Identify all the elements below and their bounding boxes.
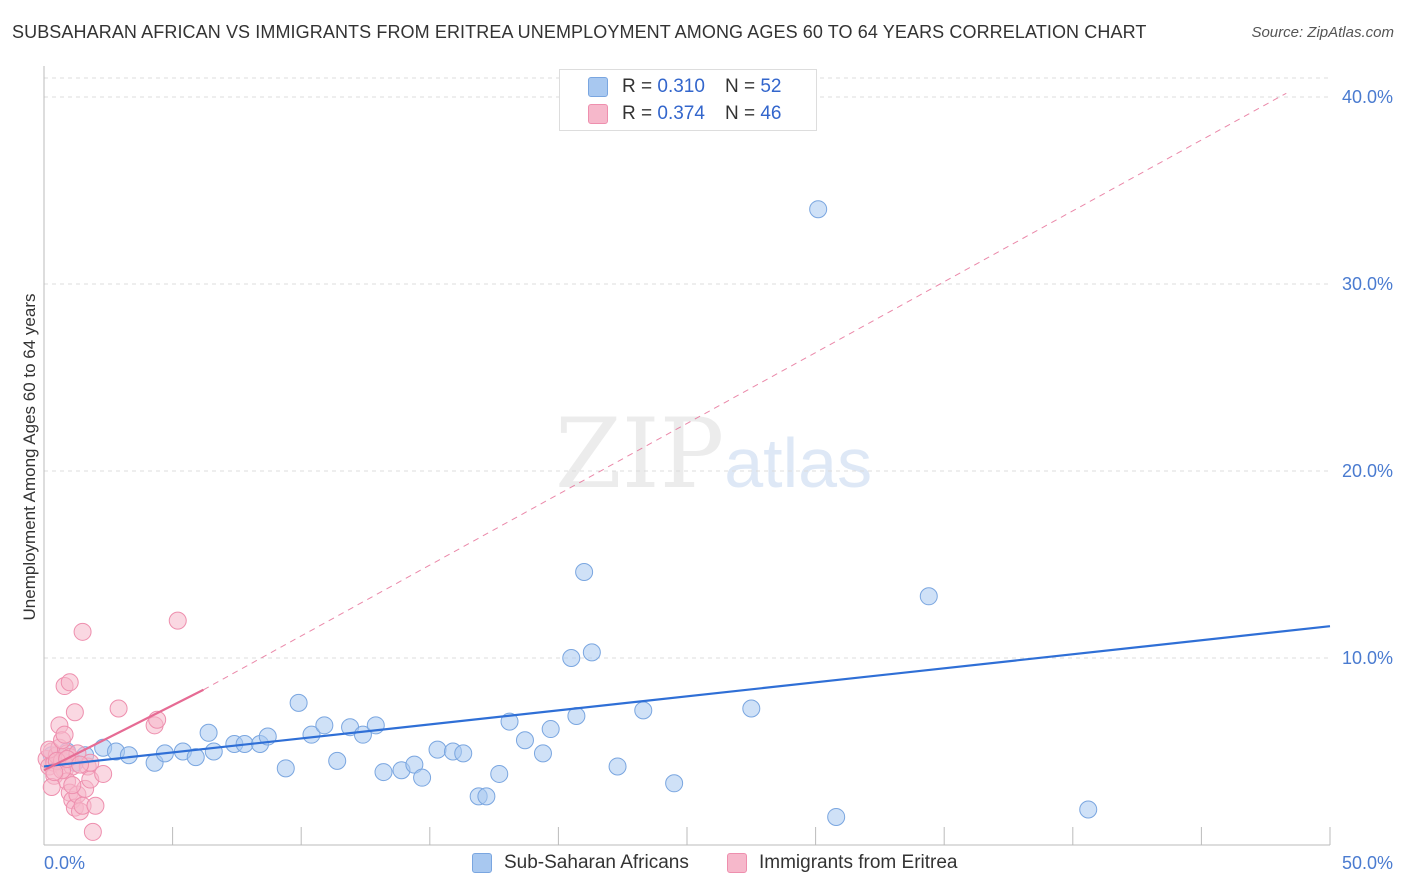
point-subsaharan [742,699,761,718]
point-subsaharan [608,757,627,776]
chart-title: SUBSAHARAN AFRICAN VS IMMIGRANTS FROM ER… [12,22,1147,42]
point-subsaharan [413,768,432,787]
point-subsaharan [186,748,205,767]
watermark-atlas: atlas [724,424,873,502]
legend-r-label: R = [622,76,653,97]
point-subsaharan [204,742,223,761]
legend-swatch-subsaharan [588,77,608,97]
trend-line-subsaharan [43,625,1331,768]
series-legend-eritrea: Immigrants from Eritrea [727,852,957,874]
point-subsaharan [562,649,581,667]
series-swatch-subsaharan [472,853,492,873]
point-eritrea [71,755,90,774]
point-eritrea [94,764,113,783]
series-label-subsaharan: Sub-Saharan Africans [504,852,689,873]
y-axis-title: Unemployment Among Ages 60 to 64 years [20,294,39,621]
x-tick-label: 0.0% [44,853,85,873]
point-subsaharan [328,751,347,770]
watermark-zip: ZIP [555,398,725,510]
point-subsaharan [454,744,473,763]
point-subsaharan [919,587,938,606]
point-subsaharan [634,701,653,720]
y-tick-label: 40.0% [1342,87,1393,107]
point-eritrea [83,822,102,841]
point-subsaharan [515,731,534,750]
point-eritrea [65,703,84,722]
legend-row-subsaharan: R = 0.310 N = 52 [588,74,781,100]
legend-r-label: R = [622,103,653,124]
source-label: Source: ZipAtlas.com [1251,24,1394,41]
correlation-legend: R = 0.310 N = 52 R = 0.374 N = 46 [559,69,817,131]
point-subsaharan [428,740,447,759]
point-subsaharan [500,712,519,731]
legend-row-eritrea: R = 0.374 N = 46 [588,101,781,127]
trend-line-eritrea [43,688,204,772]
point-subsaharan [541,720,560,739]
point-eritrea [109,699,128,718]
trend-line-eritrea-extension [203,92,1287,691]
y-tick-label: 30.0% [1342,274,1393,294]
point-subsaharan [809,200,828,219]
series-label-eritrea: Immigrants from Eritrea [759,852,958,873]
point-subsaharan [575,562,594,581]
series-legend: Sub-Saharan Africans Immigrants from Eri… [0,850,1406,878]
series-swatch-eritrea [727,853,747,873]
point-subsaharan [533,744,552,763]
point-subsaharan [374,763,393,782]
point-eritrea [60,673,79,692]
point-subsaharan [477,787,496,806]
point-subsaharan [1079,800,1098,819]
legend-swatch-eritrea [588,104,608,124]
legend-r-value: 0.374 [657,103,705,124]
point-eritrea [168,611,187,630]
point-subsaharan [276,759,295,778]
point-subsaharan [490,764,509,783]
point-eritrea [42,778,61,797]
legend-n-label: N = [724,103,756,124]
point-subsaharan [827,807,846,826]
point-subsaharan [199,723,218,742]
watermark: ZIPatlas [555,398,872,510]
series-legend-subsaharan: Sub-Saharan Africans [472,852,689,874]
point-eritrea [73,622,92,641]
point-subsaharan [315,716,334,735]
point-subsaharan [289,693,308,712]
point-subsaharan [119,746,138,765]
point-subsaharan [582,643,601,662]
point-subsaharan [665,774,684,793]
y-tick-label: 10.0% [1342,648,1393,668]
legend-n-value: 52 [760,76,782,97]
point-subsaharan [302,725,321,744]
legend-n-label: N = [724,76,756,97]
x-tick-label: 50.0% [1342,853,1393,873]
legend-n-value: 46 [760,103,782,124]
point-eritrea [63,776,82,795]
legend-r-value: 0.310 [657,76,705,97]
point-eritrea [55,725,74,744]
point-eritrea [86,796,105,815]
y-tick-label: 20.0% [1342,461,1393,481]
